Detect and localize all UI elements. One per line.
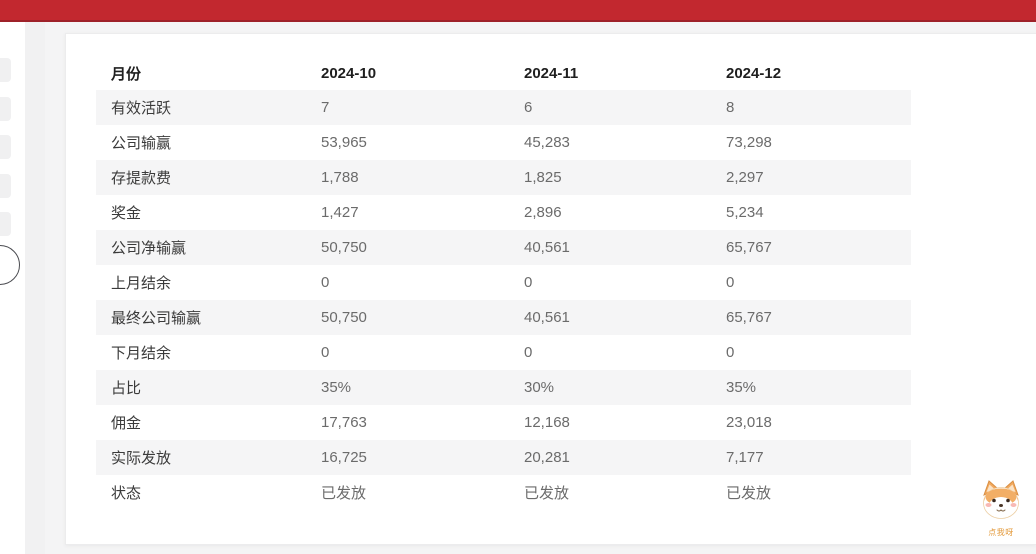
row-value: 0 bbox=[321, 344, 330, 361]
table-row: 公司净输赢 50,750 40,561 65,767 bbox=[96, 230, 911, 265]
table-row: 佣金 17,763 12,168 23,018 bbox=[96, 405, 911, 440]
table-row: 最终公司输赢 50,750 40,561 65,767 bbox=[96, 300, 911, 335]
table-row: 实际发放 16,725 20,281 7,177 bbox=[96, 440, 911, 475]
row-label: 存提款费 bbox=[111, 170, 172, 187]
row-value: 0 bbox=[321, 274, 330, 291]
top-red-bar bbox=[0, 0, 1036, 22]
row-value: 35% bbox=[726, 379, 757, 396]
row-value: 73,298 bbox=[726, 134, 772, 151]
row-value: 2,297 bbox=[726, 169, 764, 186]
row-value: 35% bbox=[321, 379, 352, 396]
column-header-2024-11: 2024-11 bbox=[524, 64, 579, 82]
row-value: 50,750 bbox=[321, 309, 367, 326]
row-value: 5,234 bbox=[726, 204, 764, 221]
row-value: 0 bbox=[726, 274, 735, 291]
row-label: 实际发放 bbox=[111, 450, 172, 467]
table-row: 下月结余 0 0 0 bbox=[96, 335, 911, 370]
row-value: 12,168 bbox=[524, 414, 570, 431]
row-value: 8 bbox=[726, 99, 735, 116]
table-row: 公司输赢 53,965 45,283 73,298 bbox=[96, 125, 911, 160]
row-value: 16,725 bbox=[321, 449, 367, 466]
row-value: 50,750 bbox=[321, 239, 367, 256]
row-value: 17,763 bbox=[321, 414, 367, 431]
row-value: 40,561 bbox=[524, 239, 570, 256]
table-row: 存提款费 1,788 1,825 2,297 bbox=[96, 160, 911, 195]
table-row: 状态 已发放 已发放 已发放 bbox=[96, 475, 911, 510]
row-value: 7 bbox=[321, 99, 330, 116]
sidebar-skeleton-item bbox=[0, 174, 11, 198]
main-area: 月份 2024-10 2024-11 2024-12 有效活跃 7 6 8 公司… bbox=[45, 22, 1036, 554]
row-value: 0 bbox=[524, 344, 533, 361]
shiba-dog-icon bbox=[978, 480, 1024, 525]
row-label: 有效活跃 bbox=[111, 100, 172, 117]
table-row: 占比 35% 30% 35% bbox=[96, 370, 911, 405]
sidebar-divider bbox=[25, 22, 45, 554]
row-label: 状态 bbox=[111, 485, 142, 502]
row-value: 45,283 bbox=[524, 134, 570, 151]
row-value: 23,018 bbox=[726, 414, 772, 431]
row-value: 0 bbox=[524, 274, 533, 291]
row-value: 65,767 bbox=[726, 239, 772, 256]
row-label: 最终公司输赢 bbox=[111, 310, 202, 327]
row-label: 上月结余 bbox=[111, 275, 172, 292]
row-value: 1,788 bbox=[321, 169, 359, 186]
sidebar-skeleton-item bbox=[0, 58, 11, 82]
row-label: 公司输赢 bbox=[111, 135, 172, 152]
column-header-month: 月份 bbox=[111, 65, 142, 83]
table-row: 奖金 1,427 2,896 5,234 bbox=[96, 195, 911, 230]
row-label: 下月结余 bbox=[111, 345, 172, 362]
column-header-2024-12: 2024-12 bbox=[726, 64, 782, 82]
sidebar-skeleton-item bbox=[0, 135, 11, 159]
row-value: 已发放 bbox=[524, 485, 570, 502]
row-value: 2,896 bbox=[524, 204, 562, 221]
mascot-widget[interactable]: 点我呀 bbox=[972, 479, 1030, 538]
monthly-report-table: 月份 2024-10 2024-11 2024-12 有效活跃 7 6 8 公司… bbox=[96, 56, 911, 510]
row-value: 6 bbox=[524, 99, 533, 116]
row-value: 40,561 bbox=[524, 309, 570, 326]
row-value: 0 bbox=[726, 344, 735, 361]
row-label: 奖金 bbox=[111, 205, 142, 222]
table-row: 有效活跃 7 6 8 bbox=[96, 90, 911, 125]
report-card: 月份 2024-10 2024-11 2024-12 有效活跃 7 6 8 公司… bbox=[65, 33, 1036, 545]
row-label: 公司净输赢 bbox=[111, 240, 187, 257]
row-value: 7,177 bbox=[726, 449, 764, 466]
row-value: 已发放 bbox=[726, 485, 772, 502]
row-value: 1,825 bbox=[524, 169, 562, 186]
sidebar-skeleton-item bbox=[0, 97, 11, 121]
row-value: 30% bbox=[524, 379, 555, 396]
row-value: 65,767 bbox=[726, 309, 772, 326]
sidebar-rail bbox=[0, 22, 25, 554]
row-value: 20,281 bbox=[524, 449, 570, 466]
row-value: 已发放 bbox=[321, 485, 367, 502]
row-value: 53,965 bbox=[321, 134, 367, 151]
sidebar-skeleton-item bbox=[0, 212, 11, 236]
row-label: 佣金 bbox=[111, 415, 142, 432]
row-label: 占比 bbox=[111, 380, 142, 397]
table-header-row: 月份 2024-10 2024-11 2024-12 bbox=[96, 56, 911, 90]
table-row: 上月结余 0 0 0 bbox=[96, 265, 911, 300]
column-header-2024-10: 2024-10 bbox=[321, 64, 377, 82]
mascot-caption: 点我呀 bbox=[988, 528, 1014, 537]
row-value: 1,427 bbox=[321, 204, 359, 221]
